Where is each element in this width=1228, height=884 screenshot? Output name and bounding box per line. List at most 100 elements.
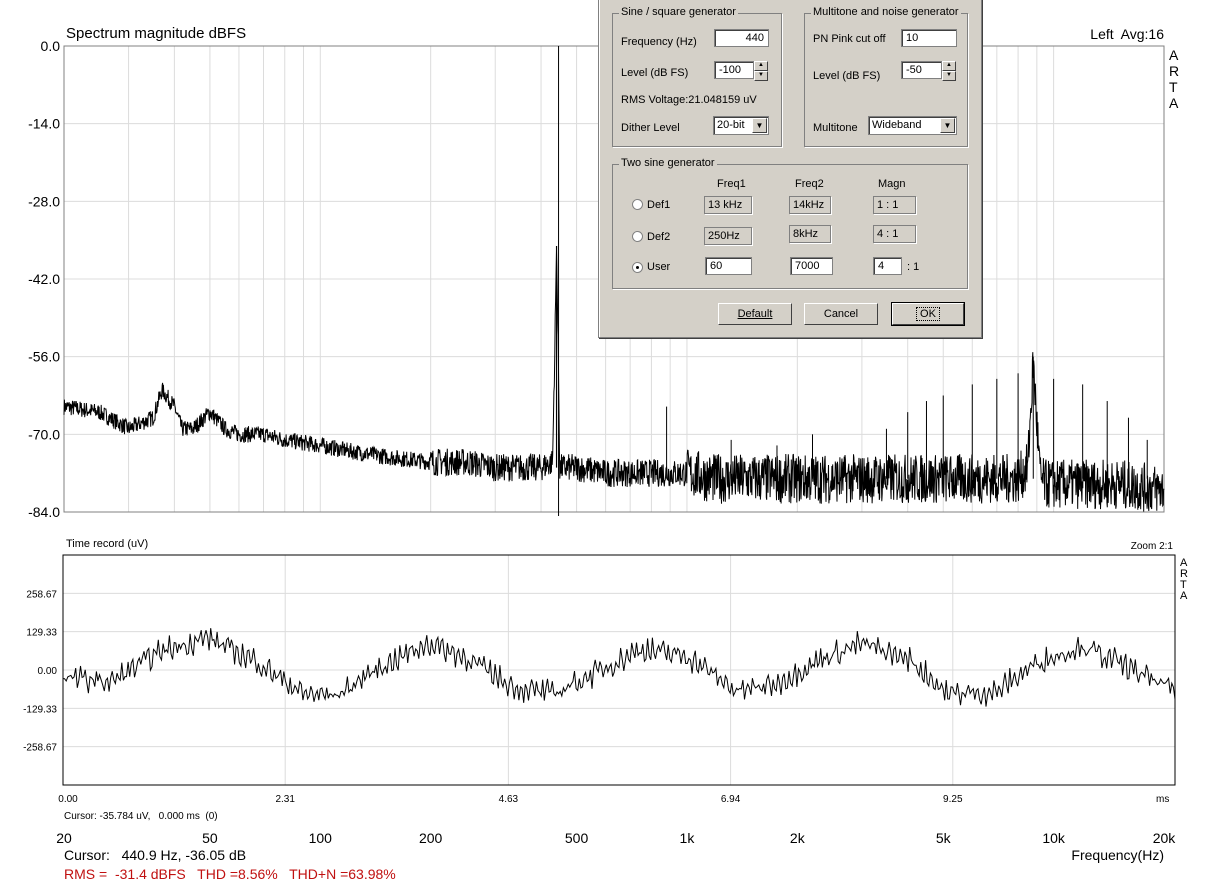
def2-radio[interactable] [632,231,643,242]
user-magn-input[interactable]: 4 [873,257,902,275]
time-series-line [62,628,1176,707]
spin-down-icon[interactable]: ▼ [754,71,768,81]
default-button[interactable]: Default [718,303,792,325]
chevron-down-icon[interactable]: ▼ [752,118,767,133]
spectrum-y-ticks: 0.0 -14.0 -28.0 -42.0 -56.0 -70.0 -84.0 [28,38,60,520]
spectrum-y-tick-label: -70.0 [28,426,60,442]
dither-label: Dither Level [621,122,680,134]
multitone-select[interactable]: Wideband ▼ [868,116,957,135]
freq1-header: Freq1 [717,178,746,190]
frequency-tick-label: 20k [1153,830,1177,846]
spin-up-icon[interactable]: ▲ [754,61,768,71]
multitone-label: Multitone [813,122,858,134]
time-y-tick-label: 258.67 [26,589,57,600]
noise-level-spinner[interactable]: ▲ ▼ [942,61,956,81]
time-x-tick-label: 0.00 [58,794,78,805]
spin-down-icon[interactable]: ▼ [942,71,956,81]
time-y-tick-label: -129.33 [23,704,57,715]
time-x-ticks: 0.00 2.31 4.63 6.94 9.25 [58,794,963,805]
time-x-unit: ms [1156,794,1170,805]
spin-up-icon[interactable]: ▲ [942,61,956,71]
time-grid [63,555,1175,785]
frequency-tick-label: 50 [202,830,218,846]
time-x-tick-label: 4.63 [499,794,519,805]
def1-label[interactable]: Def1 [647,199,671,211]
spectrum-y-tick-label: -56.0 [28,349,60,365]
freq2-header: Freq2 [795,178,824,190]
spectrum-stats: RMS = -31.4 dBFS THD =8.56% THD+N =63.98… [64,866,396,882]
time-y-tick-label: 0.00 [38,666,58,677]
sine-group-title: Sine / square generator [619,6,738,18]
def1-magn: 1 : 1 [873,196,916,214]
user-magn-suffix: : 1 [907,261,920,273]
frequency-label: Frequency (Hz) [621,36,697,48]
frequency-tick-label: 10k [1042,830,1066,846]
pink-cutoff-label: PN Pink cut off [813,33,886,45]
time-cursor-readout: Cursor: -35.784 uV, 0.000 ms (0) [64,811,218,822]
user-freq2-input[interactable]: 7000 [790,257,833,275]
spectrum-y-tick-label: 0.0 [41,38,61,54]
def2-label[interactable]: Def2 [647,231,671,243]
frequency-axis: 20 50 100 200 500 1k 2k 5k 10k 20k [56,830,1177,846]
default-button-label: Default [737,308,773,320]
multitone-generator-group: Multitone and noise generator PN Pink cu… [804,6,968,147]
two-sine-group-title: Two sine generator [619,157,717,169]
two-sine-generator-group: Two sine generator Freq1 Freq2 Magn Def1… [612,157,968,289]
noise-level-input[interactable]: -50 [901,61,942,79]
frequency-axis-label: Frequency(Hz) [1071,847,1164,863]
user-label[interactable]: User [647,261,671,273]
spectrum-title: Spectrum magnitude dBFS [66,25,247,42]
spectrum-y-tick-label: -14.0 [28,116,60,132]
def1-freq2: 14kHz [789,196,831,214]
rms-voltage-text: RMS Voltage:21.048159 uV [621,94,757,106]
frequency-tick-label: 500 [565,830,589,846]
frequency-tick-label: 1k [680,830,696,846]
spectrum-y-tick-label: -84.0 [28,504,60,520]
def2-freq2: 8kHz [789,225,831,243]
time-x-tick-label: 2.31 [275,794,295,805]
user-radio[interactable] [632,262,643,273]
frequency-tick-label: 5k [936,830,952,846]
chevron-down-icon[interactable]: ▼ [940,118,955,133]
def2-magn: 4 : 1 [873,225,916,243]
time-x-tick-label: 9.25 [943,794,963,805]
user-freq1-input[interactable]: 60 [705,257,752,275]
multitone-group-title: Multitone and noise generator [811,6,961,18]
def2-freq1: 250Hz [704,227,752,245]
def1-radio[interactable] [632,199,643,210]
time-plot-frame [62,554,1176,786]
time-x-tick-label: 6.94 [721,794,741,805]
time-record-chart[interactable]: 258.67 129.33 0.00 -129.33 -258.67 0.00 2.31 4… [0,530,1228,820]
ok-button-label: OK [916,307,940,321]
spectrum-channel-info: Left Avg:16 [1090,26,1164,42]
spectrum-series-line [63,250,1165,512]
spectrum-y-tick-label: -42.0 [28,271,60,287]
noise-level-label: Level (dB FS) [813,70,881,82]
cancel-button-label: Cancel [823,308,859,320]
sine-level-label: Level (dB FS) [621,67,689,79]
dither-value: 20-bit [717,119,745,131]
generator-dialog[interactable]: Sine / square generator Frequency (Hz) 4… [598,0,982,338]
def1-freq1: 13 kHz [704,196,752,214]
ok-button[interactable]: OK [891,302,965,326]
dither-select[interactable]: 20-bit ▼ [713,116,769,135]
frequency-tick-label: 2k [790,830,806,846]
spectrum-harmonic-peaks [555,245,1148,479]
time-y-ticks: 258.67 129.33 0.00 -129.33 -258.67 [23,589,57,753]
time-y-tick-label: 129.33 [26,628,57,639]
time-record-zoom[interactable]: Zoom 2:1 [1130,541,1173,552]
time-y-tick-label: -258.67 [23,743,57,754]
sine-level-spinner[interactable]: ▲ ▼ [754,61,768,81]
frequency-tick-label: 100 [309,830,333,846]
sine-level-input[interactable]: -100 [714,61,754,79]
frequency-tick-label: 20 [56,830,72,846]
spectrum-cursor-readout: Cursor: 440.9 Hz, -36.05 dB [64,847,247,863]
cancel-button[interactable]: Cancel [804,303,878,325]
multitone-value: Wideband [872,119,922,131]
frequency-input[interactable]: 440 [714,29,769,47]
pink-cutoff-input[interactable]: 10 [901,29,957,47]
time-record-title: Time record (uV) [66,538,149,550]
sine-generator-group: Sine / square generator Frequency (Hz) 4… [612,6,782,147]
